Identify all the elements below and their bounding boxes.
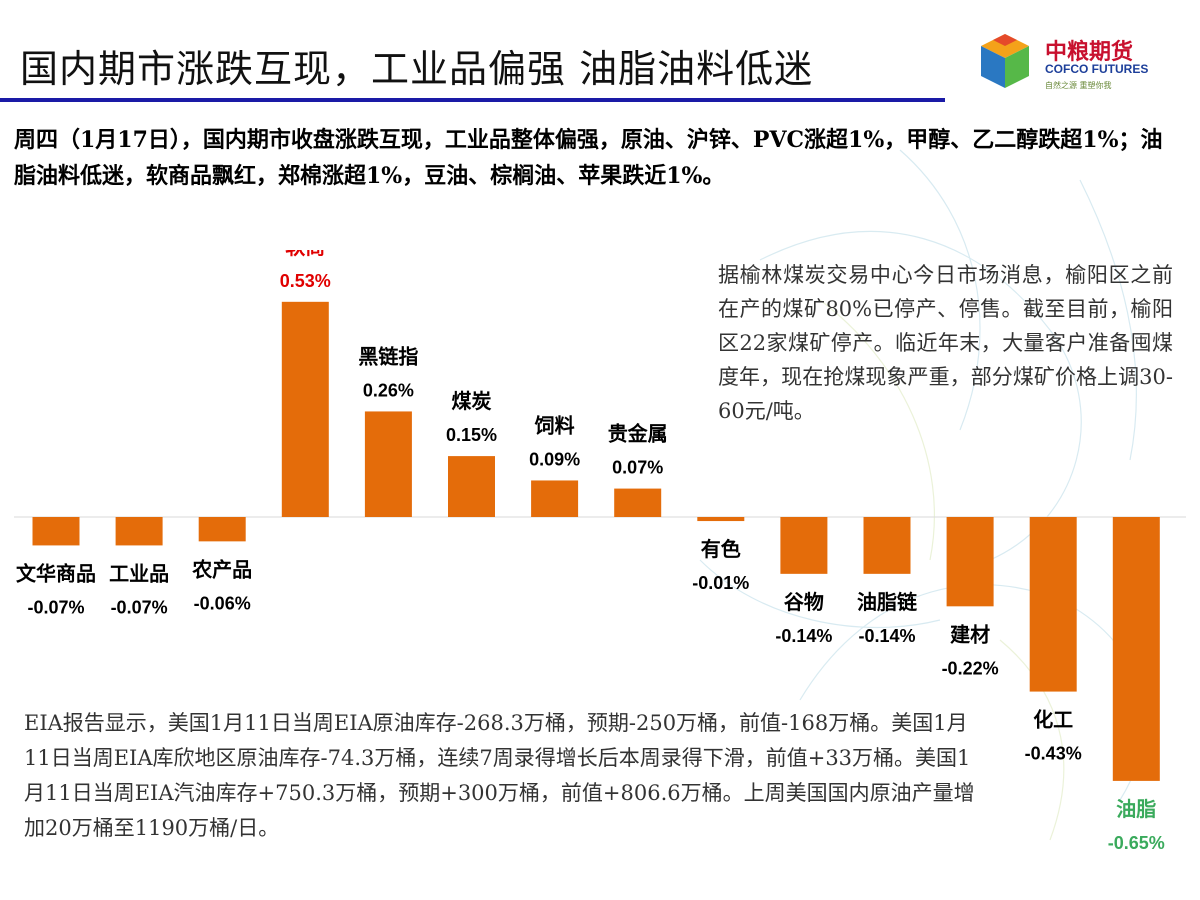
category-label-11: 建材 [950,622,990,646]
category-label-0: 文华商品 [16,561,96,585]
cube-logo-icon [981,34,1029,88]
category-label-4: 黑链指 [358,344,418,368]
sector-change-bar-chart: 文华商品 -0.07% 工业品 -0.07% 农产品 -0.06% 软商 0.53% 黑链指 0.… [14,250,1186,853]
company-logo: 中粮期货 COFCO FUTURES 自然之源 重塑你我 [975,28,1175,98]
value-label-9: -0.14% [775,626,832,646]
category-label-5: 煤炭 [452,389,492,413]
value-label-5: 0.15% [446,425,497,445]
value-label-7: 0.07% [612,458,663,478]
bar-2 [198,517,246,542]
category-label-10: 油脂链 [857,590,918,614]
title-divider [0,98,945,102]
value-label-3: 0.53% [280,271,331,291]
market-summary: 周四（1月17日），国内期市收盘涨跌互现，工业品整体偏强，原油、沪锌、PVC涨超… [14,127,1163,189]
category-label-6: 饲料 [534,413,575,437]
logo-chinese-name: 中粮期货 [1045,40,1134,65]
eia-report-note: EIA报告显示，美国1月11日当周EIA原油库存-268.3万桶，预期-250万… [24,711,975,840]
bar-13 [1112,517,1160,781]
bar-11 [946,517,994,607]
bar-3 [281,301,329,517]
logo-english-name: COFCO FUTURES [1045,62,1149,76]
category-label-3: 软商 [285,250,325,259]
category-label-7: 贵金属 [608,422,668,446]
category-label-13: 油脂 [1116,797,1156,821]
bar-1 [115,517,163,546]
value-label-13: -0.65% [1108,833,1165,853]
logo-slogan: 自然之源 重塑你我 [1045,81,1112,90]
value-label-0: -0.07% [27,597,84,617]
category-label-12: 化工 [1033,708,1073,732]
bar-5 [448,456,495,517]
category-label-1: 工业品 [109,561,169,585]
value-label-6: 0.09% [529,449,580,469]
value-label-4: 0.26% [363,380,414,400]
bar-4 [364,411,412,517]
category-label-9: 谷物 [784,590,824,614]
bar-0 [32,517,80,546]
coal-news-note: 据榆林煤炭交易中心今日市场消息，榆阳区之前在产的煤矿80%已停产、停售。截至目前… [718,263,1173,423]
value-label-2: -0.06% [194,593,251,613]
category-label-2: 农产品 [191,557,252,581]
value-label-11: -0.22% [942,658,999,678]
bar-8 [697,517,745,522]
page-title: 国内期市涨跌互现，工业品偏强 油脂油料低迷 [20,47,814,91]
bar-7 [614,488,662,517]
value-label-1: -0.07% [111,597,168,617]
value-label-12: -0.43% [1025,744,1082,764]
bar-9 [780,517,828,574]
value-label-8: -0.01% [692,573,749,593]
category-label-8: 有色 [701,537,741,561]
bar-6 [531,480,579,517]
bar-10 [863,517,911,574]
value-label-10: -0.14% [858,626,915,646]
bar-12 [1029,517,1077,692]
